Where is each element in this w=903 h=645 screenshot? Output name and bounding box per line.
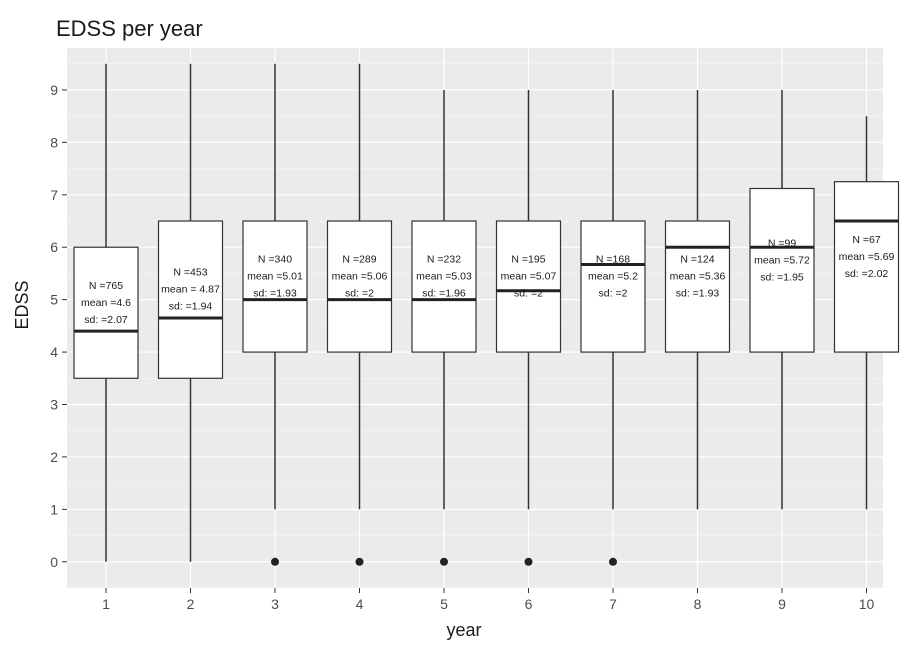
x-tick-label: 3	[271, 596, 279, 612]
y-tick-label: 3	[50, 397, 58, 413]
annotation-n: N =124	[680, 254, 714, 266]
annotation-n: N =289	[342, 254, 376, 266]
annotation-sd: sd: =1.95	[760, 271, 804, 283]
outlier-point	[271, 557, 279, 566]
y-tick-label: 1	[50, 501, 58, 517]
annotation-sd: sd: =2	[599, 288, 628, 300]
box-body	[580, 220, 646, 353]
y-axis-label: EDSS	[12, 280, 32, 329]
y-tick-label: 9	[50, 82, 58, 98]
y-tick-label: 4	[50, 344, 58, 360]
annotation-mean: mean =5.2	[588, 271, 638, 283]
annotation-mean: mean =5.07	[501, 271, 557, 283]
box-body	[73, 246, 139, 379]
annotation-mean: mean =4.6	[81, 297, 131, 309]
y-tick-label: 0	[50, 554, 58, 570]
outlier-point	[524, 557, 533, 566]
box-body	[157, 220, 224, 379]
annotation-n: N =168	[596, 254, 630, 266]
box-body	[326, 220, 393, 353]
box-body	[495, 220, 562, 353]
x-tick-label: 7	[609, 596, 617, 612]
annotation-mean: mean =5.72	[754, 254, 810, 266]
outlier-point	[609, 557, 617, 566]
outlier-point	[440, 557, 448, 566]
annotation-mean: mean =5.69	[839, 251, 895, 263]
y-tick-label: 6	[50, 239, 58, 255]
annotation-sd: sd: =2.02	[845, 268, 889, 280]
x-axis-label: year	[446, 620, 481, 640]
annotation-mean: mean =5.03	[416, 271, 472, 283]
annotation-n: N =453	[173, 267, 207, 279]
box-body	[749, 187, 815, 353]
box-body	[833, 181, 900, 353]
annotation-mean: mean = 4.87	[161, 284, 220, 296]
y-tick-label: 2	[50, 449, 58, 465]
annotation-mean: mean =5.01	[247, 271, 303, 283]
x-tick-label: 8	[694, 596, 702, 612]
outlier-point	[355, 557, 364, 566]
box-body	[664, 220, 731, 353]
y-tick-label: 5	[50, 292, 58, 308]
box-body	[411, 220, 477, 353]
x-tick-label: 2	[187, 596, 195, 612]
x-tick-label: 1	[102, 596, 110, 612]
y-tick-label: 8	[50, 134, 58, 150]
annotation-sd: sd: =2.07	[84, 314, 128, 326]
annotation-sd: sd: =1.93	[676, 288, 720, 300]
annotation-n: N =67	[852, 234, 880, 246]
annotation-sd: sd: =2	[345, 288, 374, 300]
annotation-n: N =340	[258, 254, 292, 266]
annotation-sd: sd: =2	[514, 288, 543, 300]
x-tick-label: 5	[440, 596, 448, 612]
box-body	[242, 220, 308, 353]
annotation-mean: mean =5.06	[332, 271, 388, 283]
x-tick-label: 4	[356, 596, 364, 612]
annotation-sd: sd: =1.93	[253, 288, 297, 300]
annotation-n: N =232	[427, 254, 461, 266]
annotation-n: N =99	[768, 237, 796, 249]
chart-title: EDSS per year	[56, 16, 203, 41]
x-tick-label: 6	[525, 596, 533, 612]
annotation-mean: mean =5.36	[670, 271, 726, 283]
annotation-sd: sd: =1.96	[422, 288, 466, 300]
y-tick-label: 7	[50, 187, 58, 203]
plot-area: 0 1 2 3 4 5 6 7 8 9 1 2 3 4 5 6 7 8 9 10 N =765 mean =4.6 sd: …	[50, 48, 900, 612]
x-tick-label: 9	[778, 596, 786, 612]
x-tick-label: 10	[859, 596, 875, 612]
annotation-n: N =195	[511, 254, 545, 266]
annotation-sd: sd: =1.94	[169, 301, 213, 313]
annotation-n: N =765	[89, 280, 123, 292]
